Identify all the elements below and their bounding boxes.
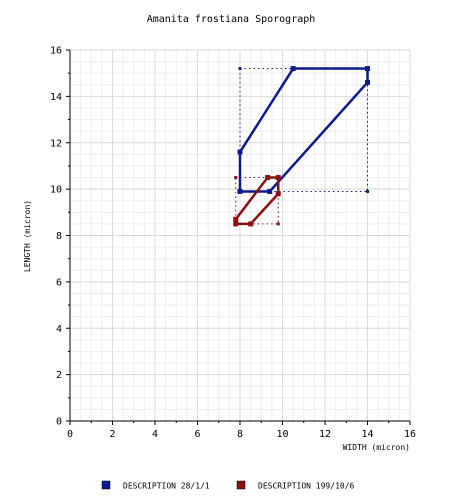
x-tick-label: 10 bbox=[276, 429, 288, 440]
data-point bbox=[365, 66, 370, 72]
x-tick-label: 0 bbox=[67, 429, 73, 440]
series-layer bbox=[233, 66, 370, 227]
y-tick-label: 8 bbox=[56, 231, 62, 242]
legend-label: DESCRIPTION 28/1/1 bbox=[123, 482, 210, 491]
legend-swatch bbox=[236, 480, 246, 490]
x-tick-label: 4 bbox=[152, 429, 158, 440]
y-tick-label: 12 bbox=[50, 138, 62, 149]
data-point bbox=[275, 175, 281, 181]
x-tick-label: 8 bbox=[237, 429, 243, 440]
data-point bbox=[365, 79, 370, 85]
data-point bbox=[233, 221, 239, 227]
y-tick-label: 4 bbox=[56, 324, 62, 335]
data-point bbox=[267, 188, 273, 194]
y-tick-label: 0 bbox=[56, 417, 62, 428]
data-point bbox=[237, 149, 243, 155]
bounding-box-corner bbox=[238, 67, 242, 71]
legend-swatch bbox=[101, 480, 111, 490]
y-axis-label: LENGTH (micron) bbox=[23, 200, 32, 272]
x-tick-label: 16 bbox=[404, 429, 416, 440]
y-tick-label: 6 bbox=[56, 277, 62, 288]
y-tick-label: 16 bbox=[50, 46, 62, 57]
data-point bbox=[275, 191, 281, 197]
bounding-box-corner bbox=[276, 222, 280, 226]
data-point bbox=[248, 221, 254, 227]
data-point bbox=[233, 216, 239, 222]
grid bbox=[69, 49, 411, 422]
y-tick-label: 10 bbox=[50, 185, 62, 196]
x-tick-label: 14 bbox=[361, 429, 373, 440]
y-tick-label: 2 bbox=[56, 370, 62, 381]
chart-title: Amanita frostiana Sporograph bbox=[147, 14, 316, 25]
y-tick-label: 14 bbox=[50, 92, 62, 103]
x-tick-label: 12 bbox=[319, 429, 331, 440]
data-point bbox=[237, 188, 243, 194]
bounding-box-corner bbox=[366, 189, 369, 193]
data-point bbox=[265, 175, 271, 181]
data-point bbox=[290, 66, 296, 72]
x-axis-label: WIDTH (micron) bbox=[343, 443, 410, 452]
legend: DESCRIPTION 28/1/1 DESCRIPTION 199/10/6 bbox=[101, 480, 355, 491]
x-tick-label: 2 bbox=[109, 429, 115, 440]
legend-label: DESCRIPTION 199/10/6 bbox=[258, 482, 355, 491]
bounding-boxes bbox=[234, 67, 369, 226]
bounding-box-corner bbox=[234, 176, 238, 180]
x-tick-label: 6 bbox=[194, 429, 200, 440]
axes: 0 2 4 6 8 10 12 14 16 0 2 4 6 8 10 12 14 16 bbox=[50, 46, 416, 441]
